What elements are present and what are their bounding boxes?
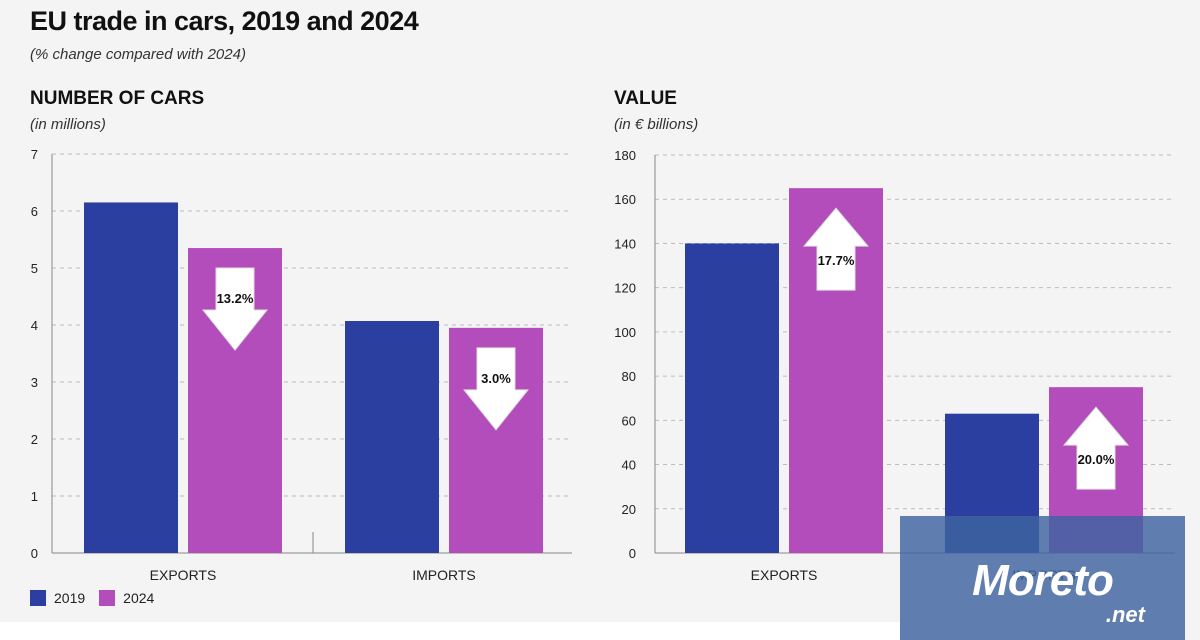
watermark-text: Moreto — [972, 556, 1114, 605]
y-tick-label: 3 — [31, 375, 38, 390]
y-tick-label: 4 — [31, 318, 38, 333]
change-arrow-imports — [462, 347, 530, 431]
y-tick-label: 2 — [31, 432, 38, 447]
legend: 2019 2024 — [30, 590, 168, 606]
legend-swatch-2019 — [30, 590, 46, 606]
footer-strip — [0, 622, 900, 640]
legend-item-2024: 2024 — [99, 590, 154, 606]
bar-2019-imports — [345, 321, 439, 553]
change-arrow-imports — [1062, 406, 1130, 490]
change-label-exports: 17.7% — [818, 253, 855, 268]
y-tick-label: 120 — [614, 281, 636, 296]
watermark-subtext: .net — [1105, 602, 1145, 627]
bar-2019-exports — [685, 243, 779, 553]
y-tick-label: 40 — [622, 458, 636, 473]
chart-title: EU trade in cars, 2019 and 2024 — [30, 6, 419, 36]
cars-panel-title: NUMBER OF CARS — [30, 88, 205, 109]
y-tick-label: 140 — [614, 236, 636, 251]
y-tick-label: 5 — [31, 261, 38, 276]
y-tick-label: 80 — [622, 369, 636, 384]
legend-label-2019: 2019 — [54, 590, 86, 606]
y-tick-label: 7 — [31, 147, 38, 162]
change-label-imports: 20.0% — [1078, 452, 1115, 467]
cars-panel-unit: (in millions) — [30, 116, 106, 133]
y-tick-label: 160 — [614, 192, 636, 207]
y-tick-label: 100 — [614, 325, 636, 340]
x-category-label: EXPORTS — [150, 567, 217, 583]
change-arrow-exports — [802, 207, 870, 291]
chart-subtitle: (% change compared with 2024) — [30, 46, 246, 63]
x-category-label: IMPORTS — [412, 567, 476, 583]
y-tick-label: 180 — [614, 148, 636, 163]
y-tick-label: 0 — [629, 546, 636, 561]
change-label-imports: 3.0% — [481, 371, 511, 386]
y-tick-label: 6 — [31, 204, 38, 219]
legend-swatch-2024 — [99, 590, 116, 606]
change-arrow-exports — [201, 267, 269, 351]
bar-2019-exports — [84, 202, 178, 553]
value-panel-unit: (in € billions) — [614, 116, 699, 133]
legend-item-2019: 2019 — [30, 590, 85, 606]
x-category-label: EXPORTS — [751, 567, 818, 583]
y-tick-label: 20 — [622, 502, 636, 517]
y-tick-label: 60 — [622, 413, 636, 428]
y-tick-label: 0 — [31, 546, 38, 561]
value-panel-title: VALUE — [614, 88, 677, 109]
moreto-watermark: Moreto .net — [900, 516, 1185, 640]
legend-label-2024: 2024 — [123, 590, 155, 606]
y-tick-label: 1 — [31, 489, 38, 504]
cars-chart: 0 1 2 3 4 5 6 7 EXPORTS IMPORTS 13.2% 3.0% — [31, 147, 572, 583]
change-label-exports: 13.2% — [217, 291, 254, 306]
